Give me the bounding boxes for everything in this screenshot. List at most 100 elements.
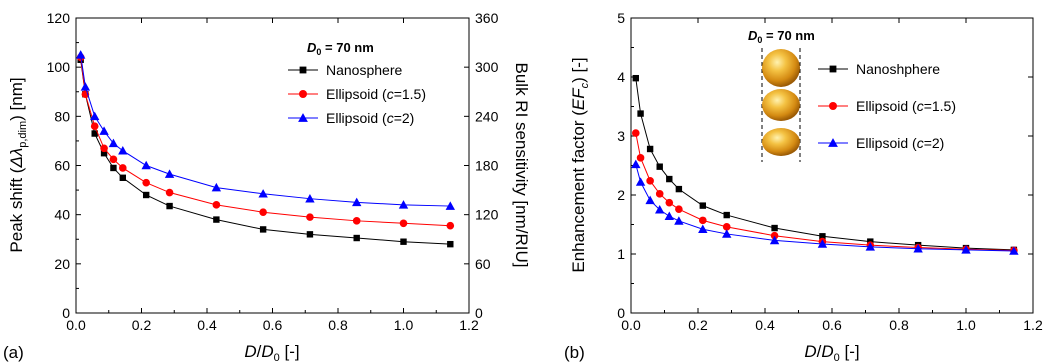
data-point xyxy=(258,189,268,198)
series-line xyxy=(80,57,451,227)
data-point xyxy=(100,144,108,153)
chart-panel-a: 0.0 0.2 0.4 0.6 0.8 1.0 1.2 0 20 40 60 80 100 120 0 6… xyxy=(3,10,531,363)
data-point xyxy=(109,155,118,164)
y-tick-label: 0 xyxy=(62,305,70,321)
legend-label: Ellipsoid (c=2) xyxy=(856,135,944,151)
particle-ellipsoid-1-5-image xyxy=(762,89,800,121)
annotation-d0-a: D0 = 70 nm xyxy=(307,40,374,57)
data-point xyxy=(674,216,684,225)
data-point xyxy=(141,160,151,170)
y-tick-label: 20 xyxy=(54,256,70,272)
legend-marker xyxy=(299,66,307,74)
data-point xyxy=(446,221,455,230)
data-point xyxy=(698,216,707,225)
data-point xyxy=(819,233,826,240)
data-point xyxy=(655,205,665,214)
legend-label: Ellipsoid (c=1.5) xyxy=(856,98,956,114)
data-point xyxy=(699,202,706,209)
data-point xyxy=(631,129,640,137)
data-point xyxy=(722,229,732,238)
series-line xyxy=(635,78,1014,251)
data-point xyxy=(75,50,86,59)
data-point xyxy=(110,164,117,172)
x-tick-label: 1.0 xyxy=(956,317,976,333)
data-point xyxy=(770,231,779,240)
data-point xyxy=(352,217,361,225)
data-point xyxy=(213,216,220,223)
x-tick-label: 0.0 xyxy=(621,317,641,333)
y-tick-label: 40 xyxy=(54,207,70,223)
data-point xyxy=(80,82,91,91)
x-axis-label-b: D/D0 [-] xyxy=(804,342,859,363)
y-right-tick-label: 180 xyxy=(475,158,499,174)
data-point xyxy=(664,211,674,220)
data-point xyxy=(353,234,360,242)
y-tick-label: 5 xyxy=(617,10,625,26)
data-point xyxy=(259,226,267,233)
y-tick-label: 0 xyxy=(617,305,625,321)
chart-panel-b: 0.0 0.2 0.4 0.6 0.8 1.0 1.2 0 1 2 3 4 5 Enhancement… xyxy=(564,10,1043,363)
data-point xyxy=(1009,246,1019,255)
data-point xyxy=(698,224,708,233)
y-right-tick-label: 360 xyxy=(475,10,499,26)
data-point xyxy=(166,202,173,210)
data-point xyxy=(118,146,128,155)
data-point xyxy=(400,238,407,245)
y-tick-label: 100 xyxy=(47,59,71,75)
data-point xyxy=(99,126,109,135)
data-point xyxy=(259,208,267,217)
data-point xyxy=(646,177,654,185)
data-point xyxy=(723,211,730,219)
y-axis-left-b: 0 1 2 3 4 5 xyxy=(617,10,1033,321)
data-point xyxy=(119,174,126,181)
y-tick-label: 4 xyxy=(617,69,625,85)
series-group-a xyxy=(75,50,455,248)
y-axis-label-left-b: Enhancement factor (EFc) [-] xyxy=(569,57,591,272)
y-right-tick-label: 0 xyxy=(475,305,483,321)
x-tick-label: 0.2 xyxy=(688,317,708,333)
y-axis-label-left-a: Peak shift (Δλp,dim) [nm] xyxy=(7,77,29,252)
x-axis-b: 0.0 0.2 0.4 0.6 0.8 1.0 1.2 xyxy=(621,18,1043,333)
data-point xyxy=(142,178,150,187)
panel-label-a: (a) xyxy=(3,343,24,362)
data-point xyxy=(675,205,683,213)
data-point xyxy=(352,197,362,207)
data-point xyxy=(636,154,645,162)
x-tick-label: 0.4 xyxy=(197,317,217,333)
legend-label: Nanoshphere xyxy=(856,61,940,77)
legend-marker xyxy=(828,138,838,147)
data-point xyxy=(656,163,663,170)
data-point xyxy=(100,150,108,157)
particle-inset xyxy=(761,48,801,162)
x-tick-label: 1.0 xyxy=(394,317,414,333)
y-tick-label: 3 xyxy=(617,128,625,144)
legend-label: Ellipsoid (c=1.5) xyxy=(326,86,426,102)
legend-b: Nanoshphere Ellipsoid (c=1.5) Ellipsoid (c… xyxy=(818,61,956,151)
data-point xyxy=(164,169,175,178)
data-point xyxy=(211,182,222,192)
particle-ellipsoid-2-image xyxy=(762,128,800,156)
data-point xyxy=(305,193,315,203)
x-tick-label: 0.6 xyxy=(822,317,842,333)
data-point xyxy=(645,195,655,205)
data-point xyxy=(631,159,641,169)
data-point xyxy=(665,198,674,207)
x-axis-label-a: D/D0 [-] xyxy=(244,342,299,363)
legend-marker xyxy=(829,65,837,73)
series-line xyxy=(80,59,451,245)
x-tick-label: 0.6 xyxy=(263,317,283,333)
data-point xyxy=(913,243,923,253)
data-point xyxy=(108,138,119,148)
data-point xyxy=(635,177,646,186)
data-point xyxy=(90,111,100,121)
legend-marker xyxy=(299,90,307,98)
y-tick-label: 120 xyxy=(47,10,71,26)
x-axis-a: 0.0 0.2 0.4 0.6 0.8 1.0 1.2 xyxy=(66,18,479,333)
data-point xyxy=(637,110,644,117)
y-tick-label: 80 xyxy=(54,108,70,124)
x-tick-label: 1.2 xyxy=(1023,317,1043,333)
panel-label-b: (b) xyxy=(564,343,585,362)
x-tick-label: 0.8 xyxy=(328,317,348,333)
y-tick-label: 60 xyxy=(54,158,70,174)
